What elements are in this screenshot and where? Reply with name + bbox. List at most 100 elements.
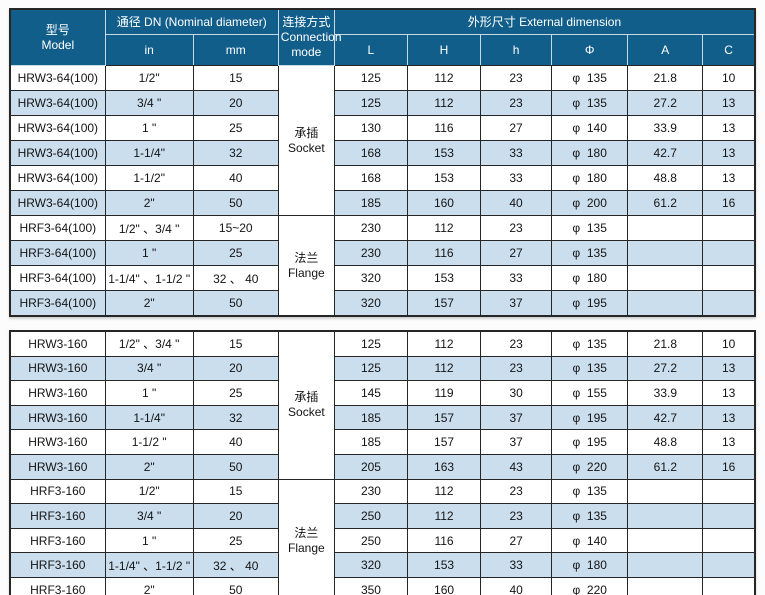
table-row: HRF3-160 3/4 " 20 250 112 23 φ 135 [9, 503, 756, 529]
cell-L: 205 [333, 453, 409, 480]
cell-A [627, 215, 704, 241]
cell-model: HRF3-64(100) [9, 290, 106, 317]
connection-en: Flange [288, 540, 325, 555]
cell-L: 125 [333, 90, 408, 116]
cell-C: 16 [702, 190, 756, 216]
cell-mm: 25 [192, 527, 279, 554]
cell-in: 2" [104, 453, 194, 480]
cell-phi: φ 135 [551, 65, 629, 91]
connection-zh: 承插 [294, 125, 319, 140]
cell-C [702, 215, 756, 241]
table-row: HRW3-64(100) 1 " 25 130 116 27 φ 140 33.9 13 [9, 115, 756, 141]
cell-phi: φ 135 [551, 330, 629, 357]
cell-h: 33 [480, 165, 553, 191]
cell-h: 23 [480, 330, 553, 357]
table-row: HRW3-160 1-1/4" 32 185 157 37 φ 195 42.7 13 [9, 404, 756, 431]
cell-L: 230 [333, 215, 408, 241]
cell-in: 1/2" [104, 478, 194, 505]
cell-H: 160 [406, 576, 482, 595]
cell-in: 1 " [104, 527, 194, 554]
cell-H: 163 [406, 453, 482, 480]
cell-L: 320 [333, 290, 408, 317]
cell-C: 10 [702, 330, 756, 357]
cell-A: 61.2 [627, 453, 704, 480]
cell-model: HRW3-64(100) [9, 90, 106, 116]
cell-h: 23 [480, 215, 553, 241]
cell-model: HRW3-160 [9, 404, 106, 431]
cell-A: 33.9 [627, 115, 704, 141]
cell-model: HRW3-64(100) [9, 65, 106, 91]
cell-h: 40 [480, 576, 553, 595]
cell-mm: 50 [192, 290, 279, 317]
cell-connection-mode: 法兰 Flange [277, 215, 335, 317]
cell-phi: φ 135 [551, 90, 629, 116]
cell-H: 153 [406, 265, 482, 291]
cell-h: 30 [480, 380, 553, 406]
cell-C [702, 527, 756, 554]
cell-H: 116 [406, 240, 482, 266]
cell-mm: 15 [192, 65, 279, 91]
cell-model: HRW3-64(100) [9, 140, 106, 166]
cell-H: 112 [406, 478, 482, 505]
header-external-dimension: 外形尺寸 External dimension [333, 8, 756, 35]
cell-in: 1-1/4" 、1-1/2 " [104, 265, 194, 291]
cell-mm: 32 、 40 [192, 265, 279, 291]
table-row: HRW3-160 3/4 " 20 125 112 23 φ 135 27.2 13 [9, 355, 756, 382]
cell-A: 42.7 [627, 140, 704, 166]
cell-in: 1-1/2" [104, 165, 194, 191]
cell-phi: φ 135 [551, 503, 629, 529]
cell-phi: φ 155 [551, 380, 629, 406]
table-row: HRF3-160 1/2" 15 法兰 Flange 230 112 23 φ 135 [9, 478, 756, 595]
header-col-A: A [627, 34, 704, 66]
cell-C: 13 [702, 355, 756, 382]
cell-C [702, 478, 756, 505]
cell-H: 116 [406, 115, 482, 141]
cell-model: HRW3-160 [9, 355, 106, 382]
connection-en: Socket [288, 405, 325, 420]
table-row: HRF3-64(100) 1/2" 、3/4 " 15~20 法兰 Flange 230 1… [9, 215, 756, 317]
cell-L: 320 [333, 552, 409, 578]
cell-C: 10 [702, 65, 756, 91]
header-col-h: h [480, 34, 553, 66]
cell-mm: 20 [192, 90, 279, 116]
cell-h: 23 [480, 478, 553, 505]
cell-in: 1/2" 、3/4 " [104, 330, 194, 357]
cell-mm: 50 [192, 453, 279, 480]
cell-A [627, 552, 704, 578]
cell-C: 13 [702, 140, 756, 166]
cell-phi: φ 140 [551, 527, 629, 554]
cell-phi: φ 180 [551, 165, 629, 191]
cell-A [627, 290, 704, 317]
cell-phi: φ 140 [551, 115, 629, 141]
cell-model: HRF3-160 [9, 478, 106, 505]
spec-table-64-100: 型号 Model 通径 DN (Nominal diameter) 连接方式 C… [9, 8, 756, 317]
cell-phi: φ 135 [551, 215, 629, 241]
header-model-zh: 型号 [45, 22, 70, 37]
cell-L: 125 [333, 330, 409, 357]
cell-h: 23 [480, 503, 553, 529]
table-row: HRF3-160 2" 50 350 160 40 φ 220 [9, 576, 756, 595]
cell-L: 168 [333, 165, 408, 191]
cell-A: 48.8 [627, 165, 704, 191]
cell-L: 130 [333, 115, 408, 141]
cell-in: 1/2" [104, 65, 194, 91]
cell-h: 33 [480, 140, 553, 166]
cell-H: 112 [406, 503, 482, 529]
cell-model: HRW3-160 [9, 380, 106, 406]
cell-A: 27.2 [627, 355, 704, 382]
cell-h: 33 [480, 265, 553, 291]
cell-model: HRF3-160 [9, 576, 106, 595]
cell-h: 37 [480, 429, 553, 455]
cell-phi: φ 180 [551, 140, 629, 166]
header-connection-en1: Connection [280, 30, 342, 44]
cell-A: 27.2 [627, 90, 704, 116]
cell-mm: 50 [192, 576, 279, 595]
cell-A: 21.8 [627, 330, 704, 357]
cell-mm: 20 [192, 355, 279, 382]
cell-in: 1 " [104, 240, 194, 266]
cell-phi: φ 220 [551, 453, 629, 480]
cell-mm: 50 [192, 190, 279, 216]
cell-C [702, 576, 756, 595]
cell-H: 157 [406, 290, 482, 317]
cell-h: 23 [480, 90, 553, 116]
